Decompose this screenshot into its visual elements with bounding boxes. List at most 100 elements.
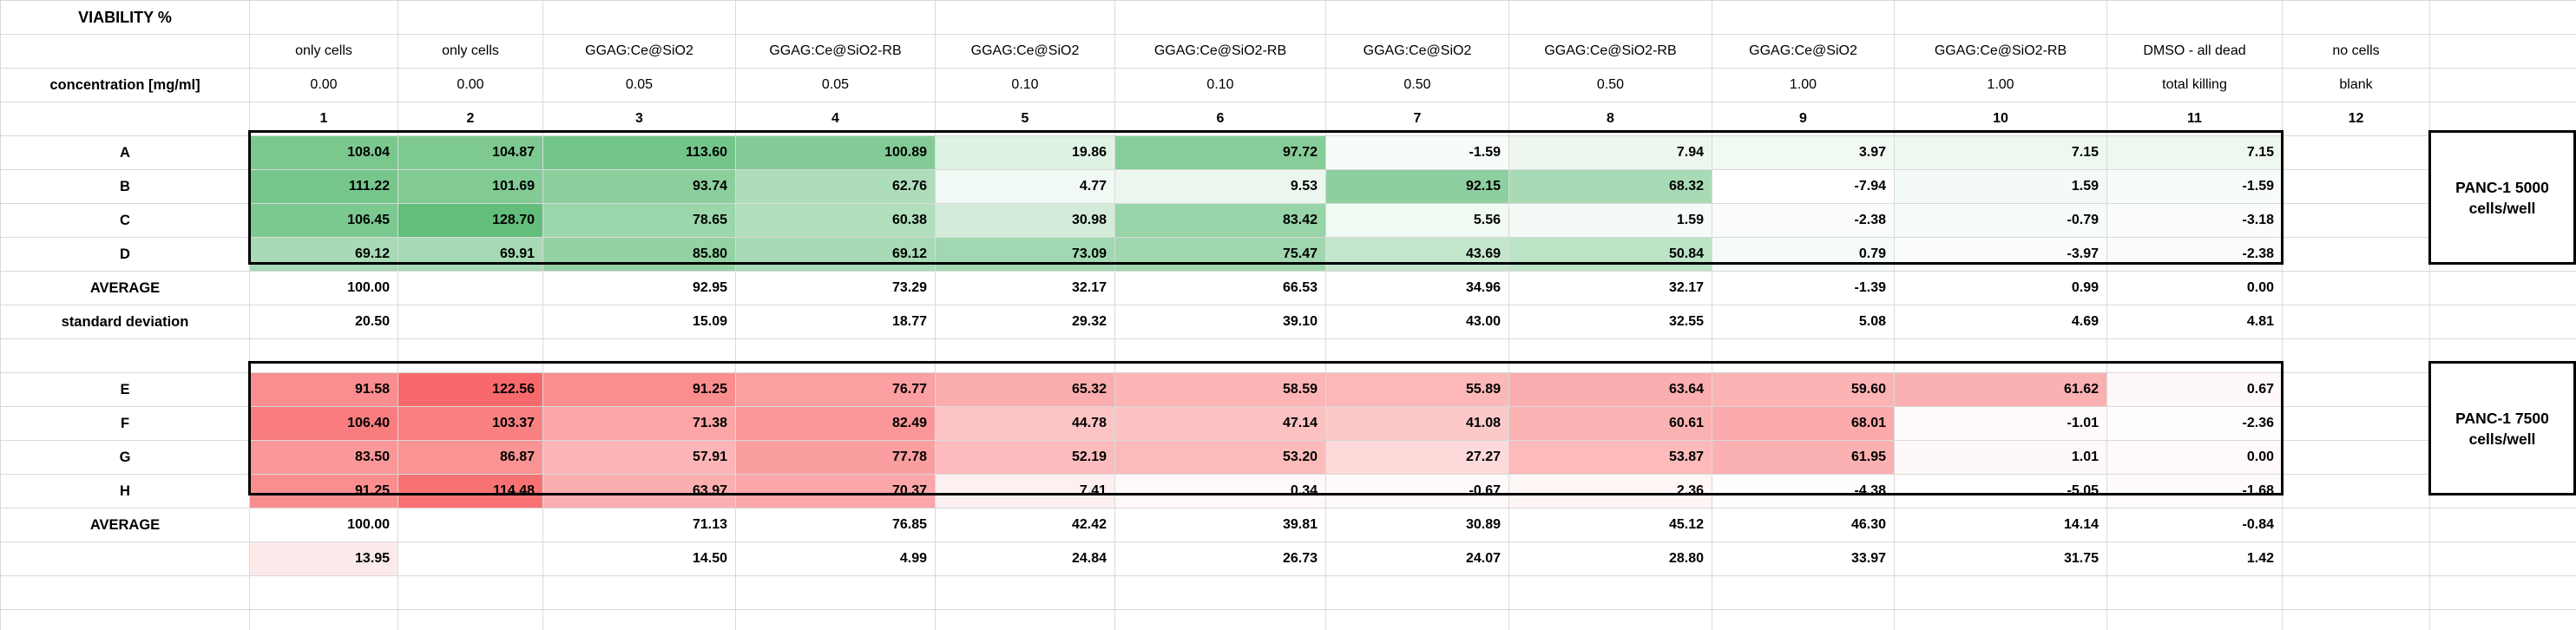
cell-E-col7[interactable]: 55.89 <box>1325 372 1509 407</box>
cell-treatments-col3[interactable]: GGAG:Ce@SiO2 <box>542 34 736 69</box>
cell-A-col6[interactable]: 97.72 <box>1114 135 1326 170</box>
cell-stdev-1-col6[interactable]: 39.10 <box>1114 305 1326 339</box>
cell-B-col5[interactable]: 4.77 <box>935 169 1115 204</box>
cell-stdev-1-col12[interactable] <box>2282 305 2430 339</box>
cell-average-2-col2[interactable] <box>398 508 543 542</box>
cell-concentration-col4[interactable]: 0.05 <box>735 68 936 102</box>
cell-col-numbers-col2[interactable]: 2 <box>398 102 543 136</box>
cell-F-col9[interactable]: 68.01 <box>1712 406 1895 441</box>
cell-G-col10[interactable]: 1.01 <box>1894 440 2107 475</box>
cell-concentration-col10[interactable]: 1.00 <box>1894 68 2107 102</box>
row-label-treatments[interactable] <box>0 34 250 69</box>
cell-col-numbers-col10[interactable]: 10 <box>1894 102 2107 136</box>
cell-A-col8[interactable]: 7.94 <box>1508 135 1712 170</box>
cell-spacer-3-col10[interactable] <box>1894 609 2107 630</box>
cell-spacer-3-col2[interactable] <box>398 609 543 630</box>
cell-G-col8[interactable]: 53.87 <box>1508 440 1712 475</box>
cell-F-col3[interactable]: 71.38 <box>542 406 736 441</box>
cell-concentration-col8[interactable]: 0.50 <box>1508 68 1712 102</box>
cell-average-2-col5[interactable]: 42.42 <box>935 508 1115 542</box>
cell-stdev-1-col11[interactable]: 4.81 <box>2106 305 2283 339</box>
cell-average-2-col11[interactable]: -0.84 <box>2106 508 2283 542</box>
cell-E-col2[interactable]: 122.56 <box>398 372 543 407</box>
cell-title-col5[interactable] <box>935 0 1115 35</box>
cell-average-1-col2[interactable] <box>398 271 543 305</box>
panc1-5000-label-box[interactable]: PANC-1 5000 cells/well <box>2428 130 2576 265</box>
row-label-H[interactable]: H <box>0 474 250 509</box>
cell-spacer-3-col13[interactable] <box>2429 609 2576 630</box>
cell-treatments-col4[interactable]: GGAG:Ce@SiO2-RB <box>735 34 936 69</box>
cell-H-col3[interactable]: 63.97 <box>542 474 736 509</box>
cell-A-col10[interactable]: 7.15 <box>1894 135 2107 170</box>
cell-C-col5[interactable]: 30.98 <box>935 203 1115 238</box>
cell-G-col7[interactable]: 27.27 <box>1325 440 1509 475</box>
cell-average-2-col3[interactable]: 71.13 <box>542 508 736 542</box>
cell-spacer-1-col1[interactable] <box>249 338 398 373</box>
cell-D-col4[interactable]: 69.12 <box>735 237 936 272</box>
cell-stdev-1-col3[interactable]: 15.09 <box>542 305 736 339</box>
cell-H-col12[interactable] <box>2282 474 2430 509</box>
cell-H-col2[interactable]: 114.48 <box>398 474 543 509</box>
row-label-E[interactable]: E <box>0 372 250 407</box>
cell-stdev-1-col5[interactable]: 29.32 <box>935 305 1115 339</box>
panc1-7500-label-box[interactable]: PANC-1 7500 cells/well <box>2428 361 2576 495</box>
cell-col-numbers-col6[interactable]: 6 <box>1114 102 1326 136</box>
cell-C-col8[interactable]: 1.59 <box>1508 203 1712 238</box>
cell-H-col4[interactable]: 70.37 <box>735 474 936 509</box>
cell-A-col5[interactable]: 19.86 <box>935 135 1115 170</box>
cell-spacer-2-col3[interactable] <box>542 575 736 610</box>
cell-C-col10[interactable]: -0.79 <box>1894 203 2107 238</box>
cell-spacer-3-col11[interactable] <box>2106 609 2283 630</box>
cell-D-col1[interactable]: 69.12 <box>249 237 398 272</box>
cell-treatments-col2[interactable]: only cells <box>398 34 543 69</box>
cell-stdev-2-col10[interactable]: 31.75 <box>1894 541 2107 576</box>
cell-C-col2[interactable]: 128.70 <box>398 203 543 238</box>
cell-average-1-col10[interactable]: 0.99 <box>1894 271 2107 305</box>
cell-spacer-2-col8[interactable] <box>1508 575 1712 610</box>
row-label-concentration[interactable]: concentration [mg/ml] <box>0 68 250 102</box>
cell-H-col11[interactable]: -1.68 <box>2106 474 2283 509</box>
cell-col-numbers-col4[interactable]: 4 <box>735 102 936 136</box>
cell-treatments-col7[interactable]: GGAG:Ce@SiO2 <box>1325 34 1509 69</box>
cell-spacer-3-col3[interactable] <box>542 609 736 630</box>
cell-title-col9[interactable] <box>1712 0 1895 35</box>
cell-B-col6[interactable]: 9.53 <box>1114 169 1326 204</box>
cell-G-col4[interactable]: 77.78 <box>735 440 936 475</box>
cell-average-1-col13[interactable] <box>2429 271 2576 305</box>
cell-spacer-2-col11[interactable] <box>2106 575 2283 610</box>
cell-F-col6[interactable]: 47.14 <box>1114 406 1326 441</box>
cell-E-col12[interactable] <box>2282 372 2430 407</box>
cell-concentration-col9[interactable]: 1.00 <box>1712 68 1895 102</box>
row-label-G[interactable]: G <box>0 440 250 475</box>
row-label-B[interactable]: B <box>0 169 250 204</box>
cell-col-numbers-col11[interactable]: 11 <box>2106 102 2283 136</box>
cell-concentration-col7[interactable]: 0.50 <box>1325 68 1509 102</box>
row-label-spacer-1[interactable] <box>0 338 250 373</box>
cell-F-col2[interactable]: 103.37 <box>398 406 543 441</box>
cell-title-col7[interactable] <box>1325 0 1509 35</box>
cell-average-2-col4[interactable]: 76.85 <box>735 508 936 542</box>
cell-spacer-1-col8[interactable] <box>1508 338 1712 373</box>
cell-title-col11[interactable] <box>2106 0 2283 35</box>
cell-F-col1[interactable]: 106.40 <box>249 406 398 441</box>
cell-spacer-2-col4[interactable] <box>735 575 936 610</box>
cell-E-col5[interactable]: 65.32 <box>935 372 1115 407</box>
cell-spacer-2-col9[interactable] <box>1712 575 1895 610</box>
cell-title-col3[interactable] <box>542 0 736 35</box>
cell-average-2-col6[interactable]: 39.81 <box>1114 508 1326 542</box>
cell-treatments-col12[interactable]: no cells <box>2282 34 2430 69</box>
cell-stdev-1-col13[interactable] <box>2429 305 2576 339</box>
cell-E-col9[interactable]: 59.60 <box>1712 372 1895 407</box>
cell-treatments-col1[interactable]: only cells <box>249 34 398 69</box>
cell-B-col7[interactable]: 92.15 <box>1325 169 1509 204</box>
cell-A-col4[interactable]: 100.89 <box>735 135 936 170</box>
cell-treatments-col9[interactable]: GGAG:Ce@SiO2 <box>1712 34 1895 69</box>
cell-C-col4[interactable]: 60.38 <box>735 203 936 238</box>
cell-D-col11[interactable]: -2.38 <box>2106 237 2283 272</box>
row-label-C[interactable]: C <box>0 203 250 238</box>
cell-col-numbers-col9[interactable]: 9 <box>1712 102 1895 136</box>
cell-spacer-2-col1[interactable] <box>249 575 398 610</box>
cell-title-col2[interactable] <box>398 0 543 35</box>
cell-concentration-col6[interactable]: 0.10 <box>1114 68 1326 102</box>
row-label-A[interactable]: A <box>0 135 250 170</box>
